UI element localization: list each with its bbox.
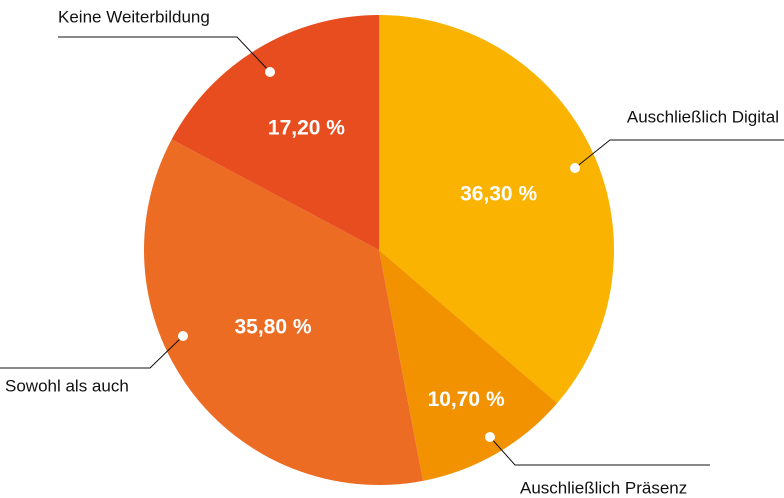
- value-label: 35,80 %: [234, 316, 311, 339]
- pie-slice: [144, 139, 424, 485]
- category-label: Auschließlich Digital: [627, 107, 779, 126]
- pie-slice: [171, 15, 379, 250]
- pie-slice: [379, 15, 614, 404]
- category-label: Sowohl als auch: [5, 376, 129, 395]
- category-label: Keine Weiterbildung: [58, 7, 210, 26]
- callout-dot: [178, 331, 188, 341]
- pie-slice: [379, 250, 558, 481]
- value-label: 10,70 %: [428, 388, 505, 411]
- value-label: 36,30 %: [460, 183, 537, 206]
- callout-dot: [570, 163, 580, 173]
- callout-dot: [485, 432, 495, 442]
- leader-line: [489, 436, 710, 466]
- leader-line: [58, 36, 271, 73]
- leader-line: [0, 335, 184, 369]
- category-label: Auschließlich Präsenz: [520, 478, 687, 497]
- leader-line: [574, 139, 784, 169]
- callout-dot: [265, 67, 275, 77]
- value-label: 17,20 %: [268, 117, 345, 140]
